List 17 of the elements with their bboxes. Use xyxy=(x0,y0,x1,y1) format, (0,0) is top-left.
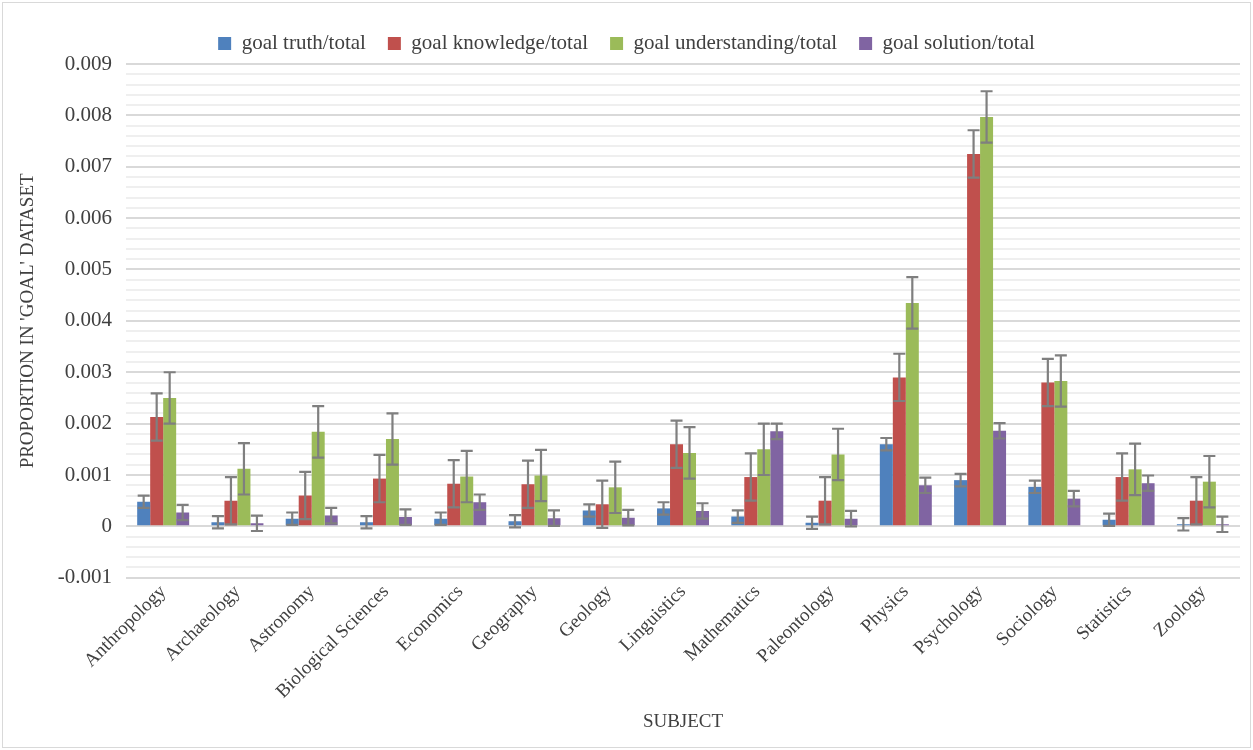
y-tick-label: 0 xyxy=(101,512,113,537)
legend-label: goal truth/total xyxy=(241,30,367,55)
y-tick-label: 0.006 xyxy=(64,204,113,229)
y-tick-label: 0.002 xyxy=(64,410,113,435)
legend-label: goal knowledge/total xyxy=(411,30,589,55)
y-tick-label: 0.003 xyxy=(64,358,113,383)
y-tick-label: 0.001 xyxy=(64,461,113,486)
y-axis-title: PROPORTION IN 'GOAL' DATASET xyxy=(16,172,38,469)
y-tick-label: 0.007 xyxy=(64,153,113,178)
y-tick-label: 0.004 xyxy=(64,307,113,332)
y-tick-label: -0.001 xyxy=(57,564,113,589)
legend-label: goal understanding/total xyxy=(633,30,838,55)
x-axis-title: SUBJECT xyxy=(642,709,724,731)
y-tick-label: 0.005 xyxy=(64,256,113,281)
y-tick-label: 0.009 xyxy=(64,50,113,75)
legend-label: goal solution/total xyxy=(882,30,1036,55)
y-tick-label: 0.008 xyxy=(64,101,113,126)
